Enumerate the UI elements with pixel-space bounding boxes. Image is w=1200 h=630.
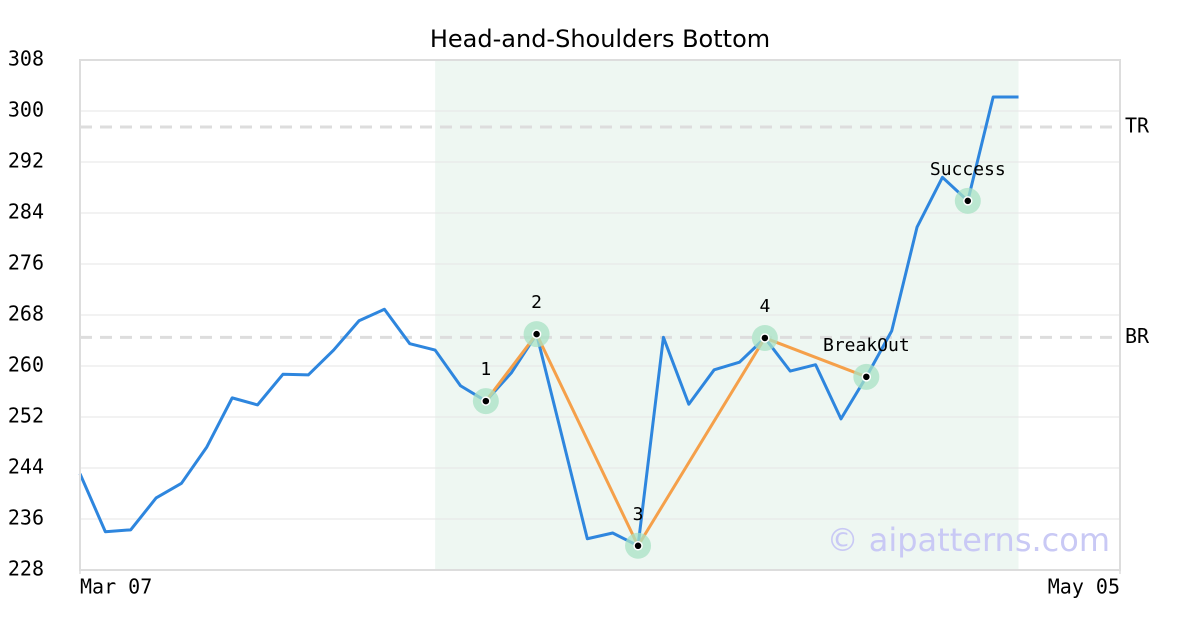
y-tick-label: 252 — [8, 404, 44, 428]
y-tick-label: 308 — [8, 47, 44, 71]
y-tick-label: 276 — [8, 251, 44, 275]
pattern-point — [531, 329, 542, 339]
pattern-label: 3 — [633, 504, 644, 525]
y-tick-label: 236 — [8, 506, 44, 530]
y-tick-label: 268 — [8, 302, 44, 326]
pattern-label: 2 — [531, 292, 542, 313]
pattern-point — [633, 541, 643, 551]
x-tick-label: May 05 — [1048, 575, 1120, 599]
chart-title: Head-and-Shoulders Bottom — [430, 25, 770, 53]
level-label: TR — [1125, 113, 1150, 137]
x-tick-label: Mar 07 — [80, 575, 152, 599]
pattern-point — [760, 333, 770, 343]
pattern-label: 1 — [480, 359, 491, 380]
y-tick-label: 300 — [8, 98, 44, 122]
y-tick-label: 260 — [8, 353, 44, 377]
y-tick-label: 292 — [8, 149, 44, 173]
pattern-point — [861, 372, 872, 382]
y-tick-label: 228 — [8, 557, 44, 581]
pattern-point — [481, 396, 491, 406]
pattern-label: Success — [930, 159, 1006, 180]
y-tick-label: 244 — [8, 455, 44, 479]
level-label: BR — [1125, 324, 1150, 348]
pattern-point — [963, 196, 973, 206]
plot-border — [79, 59, 1121, 571]
y-tick-label: 284 — [8, 200, 44, 224]
pattern-label: 4 — [759, 296, 770, 317]
watermark: © aipatterns.com — [827, 521, 1110, 559]
pattern-label: BreakOut — [823, 335, 910, 356]
